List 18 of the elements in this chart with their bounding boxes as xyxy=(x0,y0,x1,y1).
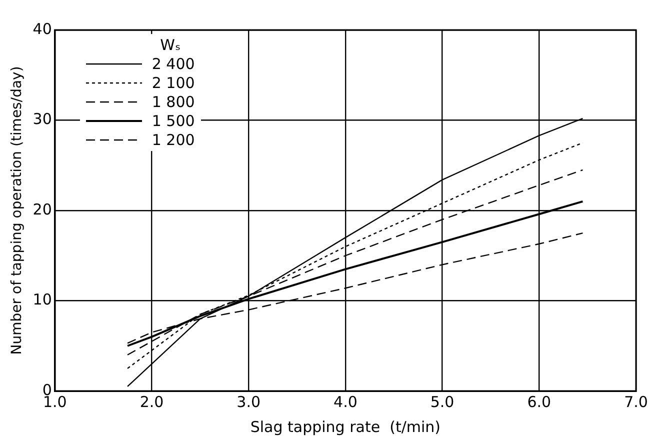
legend-label: 1 200 xyxy=(152,130,195,148)
x-axis-title: Slag tapping rate (t/min) xyxy=(250,418,441,436)
x-tick-label: 4.0 xyxy=(334,392,358,411)
x-tick-label: 3.0 xyxy=(236,392,261,411)
y-tick-label: 10 xyxy=(32,290,52,309)
legend-label: 2 100 xyxy=(152,74,195,92)
legend-label: 1 800 xyxy=(152,92,195,110)
y-tick-label: 40 xyxy=(32,20,52,38)
x-tick-label: 5.0 xyxy=(430,392,454,411)
y-tick-label: 20 xyxy=(32,200,52,218)
x-tick-label: 6.0 xyxy=(527,392,552,411)
legend-label: 2 400 xyxy=(152,54,195,72)
x-tick-label: 7.0 xyxy=(624,392,648,411)
legend-title: Wₛ xyxy=(159,36,182,54)
x-tick-label: 2.0 xyxy=(140,392,164,411)
legend-label: 1 500 xyxy=(152,112,195,130)
y-tick-label: 30 xyxy=(32,110,52,128)
y-axis-title: Number of tapping operation (times/day) xyxy=(9,66,26,355)
